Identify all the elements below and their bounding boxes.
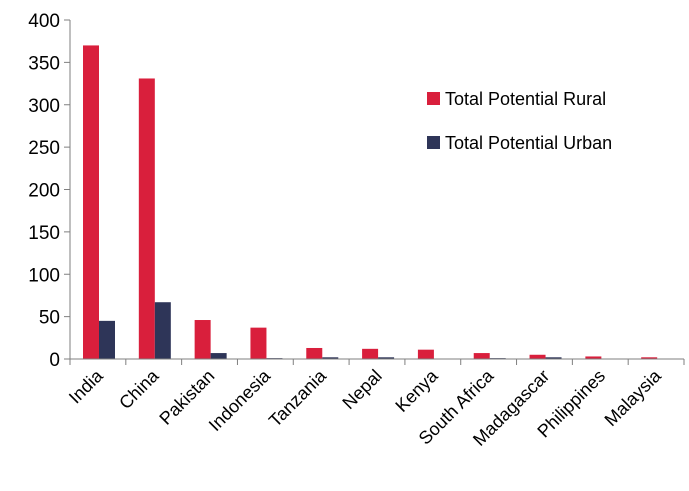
bar-rural-tanzania (306, 348, 322, 359)
y-axis: 0 50 100 150 200 250 300 350 400 (28, 11, 70, 371)
legend: Total Potential Rural Total Potential Urb… (427, 89, 612, 153)
bar-rural-south-africa (474, 353, 490, 359)
legend-swatch-urban (427, 136, 440, 149)
bar-rural-china (139, 78, 155, 359)
x-tick-label: China (115, 365, 163, 413)
y-tick-label: 200 (28, 181, 60, 202)
bar-rural-indonesia (250, 328, 266, 359)
y-tick-label: 400 (28, 11, 60, 32)
x-tick-label: India (65, 365, 107, 407)
bar-rural-pakistan (195, 320, 211, 359)
y-tick-label: 300 (28, 96, 60, 117)
x-tick-label: Tanzania (265, 365, 331, 431)
bar-rural-madagascar (530, 355, 546, 359)
y-tick-label: 250 (28, 138, 60, 159)
legend-swatch-rural (427, 92, 440, 105)
y-tick-label: 0 (49, 350, 60, 371)
bar-rural-nepal (362, 349, 378, 359)
x-tick-label: Malaysia (601, 365, 666, 430)
legend-label-rural: Total Potential Rural (445, 89, 606, 109)
y-tick-label: 50 (39, 308, 60, 329)
x-tick-label: Indonesia (205, 365, 275, 435)
bar-urban-pakistan (211, 353, 227, 359)
bar-urban-india (99, 321, 115, 359)
x-tick-label: Kenya (391, 365, 442, 416)
y-tick-label: 350 (28, 53, 60, 74)
legend-label-urban: Total Potential Urban (445, 133, 612, 153)
y-tick-label: 100 (28, 265, 60, 286)
bar-rural-india (83, 45, 99, 359)
x-tick-label: Nepal (338, 366, 385, 413)
y-tick-label: 150 (28, 223, 60, 244)
bar-urban-china (155, 302, 171, 359)
bar-rural-kenya (418, 350, 434, 359)
